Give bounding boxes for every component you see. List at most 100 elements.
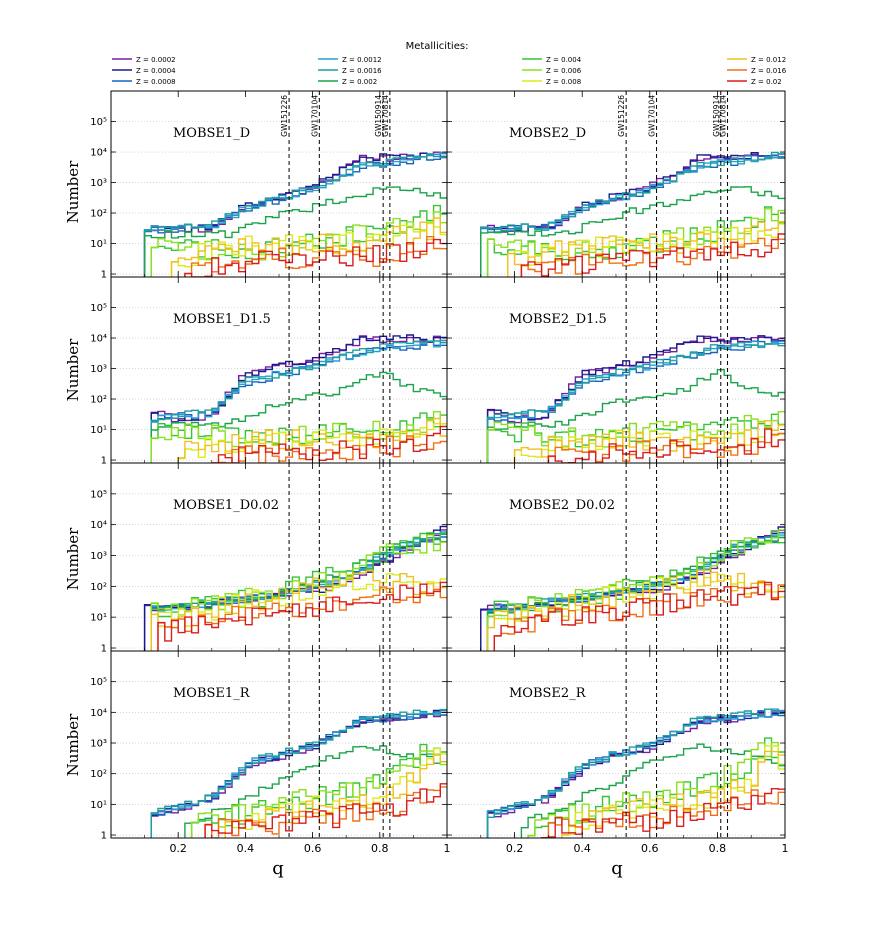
x-axis-label-left: q xyxy=(272,858,284,879)
histogram-z-0.006 xyxy=(150,534,447,651)
histogram-z-0.02 xyxy=(493,581,785,651)
histogram-z-0.012 xyxy=(177,417,447,463)
panel-mobse1_d1-5: 1 10¹ 10² 10³ 10⁴ 10⁵ MOBSE1_D1.5 xyxy=(90,276,448,467)
event-label-gw170814: GW170814 xyxy=(381,95,390,137)
histogram-z-0.0016 xyxy=(486,342,785,463)
y-tick-label: 10³ xyxy=(90,739,107,750)
histogram-z-0.012 xyxy=(170,217,447,277)
event-label-gw170104: GW170104 xyxy=(648,95,657,137)
y-tick-label: 10⁴ xyxy=(90,334,107,345)
x-tick-label: 0.8 xyxy=(371,842,389,855)
y-axis-label-row-1: Number xyxy=(64,160,82,223)
legend-label-9: Z = 0.008 xyxy=(546,78,581,86)
y-tick-label: 10³ xyxy=(90,364,107,375)
histogram-z-0.016 xyxy=(157,586,447,651)
histogram-z-0.008 xyxy=(507,223,785,277)
x-tick-label: 0.4 xyxy=(573,842,591,855)
histogram-z-0.0002 xyxy=(480,153,785,277)
y-tick-label: 10⁴ xyxy=(90,148,107,159)
histogram-z-0.0012 xyxy=(480,152,785,277)
y-tick-label: 10² xyxy=(90,209,107,220)
panel-mobse2_d0-02: MOBSE2_D0.02 xyxy=(446,462,786,652)
legend-title: Metallicities: xyxy=(406,41,469,52)
histogram-z-0.0016 xyxy=(150,708,447,838)
panels: GW151226 GW170104 GW150914GW170814110¹10²1… xyxy=(90,90,789,855)
panel-mobse1_r: 1 10¹ 10² 10³ 10⁴ 10⁵ 0.2 0.4 0.6 0.8 1 MOBSE1_R xyxy=(90,650,451,855)
histogram-z-0.002 xyxy=(150,371,447,463)
legend-label-6: Z = 0.002 xyxy=(342,78,377,86)
histogram-z-0.0012 xyxy=(143,152,447,277)
panel-label: MOBSE1_D xyxy=(173,126,250,141)
legend: Z = 0.0002 Z = 0.0004 Z = 0.0008 Z = 0.0012… xyxy=(112,56,787,86)
histogram-z-0.0008 xyxy=(480,154,785,277)
x-tick-label: 0.4 xyxy=(237,842,255,855)
event-label-gw151226: GW151226 xyxy=(617,95,626,137)
y-tick-label: 10⁵ xyxy=(90,303,107,314)
histogram-z-0.02 xyxy=(184,238,447,277)
panel-mobse1_d0-02: 1 10¹ 10² 10³ 10⁴ 10⁵ MOBSE1_D0.02 xyxy=(90,462,448,655)
y-tick-label: 10³ xyxy=(90,551,107,562)
x-tick-label: 0.6 xyxy=(641,842,659,855)
histogram-z-0.012 xyxy=(561,750,785,838)
event-label-gw150914: GW150914 xyxy=(712,95,721,137)
histogram-z-0.012 xyxy=(513,420,785,463)
histogram-z-0.004 xyxy=(486,530,785,651)
x-axis-label-right: q xyxy=(611,858,623,879)
legend-label-7: Z = 0.004 xyxy=(546,56,582,64)
histogram-z-0.0004 xyxy=(143,152,447,277)
panel-label: MOBSE1_D0.02 xyxy=(173,498,279,513)
histogram-z-0.02 xyxy=(157,581,447,651)
x-tick-label: 0.2 xyxy=(506,842,524,855)
panel-label: MOBSE2_D0.02 xyxy=(509,498,615,513)
y-tick-label: 1 xyxy=(101,270,107,281)
x-tick-label: 1 xyxy=(444,842,451,855)
event-label-gw150914: GW150914 xyxy=(374,95,383,137)
histogram-z-0.0016 xyxy=(143,154,447,277)
y-tick-label: 10⁵ xyxy=(90,489,107,500)
histogram-z-0.002 xyxy=(486,369,785,463)
y-tick-label: 10⁴ xyxy=(90,708,107,719)
legend-label-8: Z = 0.006 xyxy=(546,67,582,75)
histogram-z-0.02 xyxy=(211,425,447,463)
legend-label-12: Z = 0.02 xyxy=(751,78,782,86)
y-tick-label: 10¹ xyxy=(90,239,107,250)
panel-label: MOBSE2_D xyxy=(509,126,586,141)
panel-label: MOBSE2_D1.5 xyxy=(509,312,607,327)
legend-label-1: Z = 0.0002 xyxy=(136,56,176,64)
y-tick-label: 10³ xyxy=(90,178,107,189)
histogram-z-0.0016 xyxy=(480,151,785,277)
legend-label-3: Z = 0.0008 xyxy=(136,78,176,86)
y-axis-label-row-2: Number xyxy=(64,338,82,401)
y-tick-label: 10⁵ xyxy=(90,677,107,688)
histogram-z-0.0004 xyxy=(480,526,785,651)
histogram-z-0.006 xyxy=(486,411,785,463)
event-label-gw170104: GW170104 xyxy=(310,95,319,137)
y-axis-label-row-4: Number xyxy=(64,713,82,776)
histogram-z-0.012 xyxy=(150,569,447,651)
histogram-z-0.0002 xyxy=(143,151,447,277)
histogram-z-0.002 xyxy=(480,186,785,277)
y-tick-label: 10² xyxy=(90,395,107,406)
y-tick-label: 10² xyxy=(90,769,107,780)
event-label-gw151226: GW151226 xyxy=(280,95,289,137)
panel-mobse2_d1-5: MOBSE2_D1.5 xyxy=(446,276,786,464)
x-tick-label: 0.8 xyxy=(709,842,727,855)
histogram-z-0.0016 xyxy=(150,340,447,463)
panel-label: MOBSE1_D1.5 xyxy=(173,312,271,327)
event-label-gw170814: GW170814 xyxy=(719,95,728,137)
legend-label-2: Z = 0.0004 xyxy=(136,67,176,75)
y-axis-label-row-3: Number xyxy=(64,527,82,590)
histogram-z-0.002 xyxy=(486,536,785,651)
histogram-z-0.0016 xyxy=(486,708,785,838)
y-tick-label: 1 xyxy=(101,456,107,467)
x-tick-label: 0.6 xyxy=(304,842,322,855)
histogram-z-0.02 xyxy=(520,233,785,277)
histogram-z-0.02 xyxy=(204,783,447,838)
y-tick-label: 10² xyxy=(90,582,107,593)
histogram-z-0.002 xyxy=(184,745,447,838)
histogram-z-0.012 xyxy=(507,221,785,277)
y-tick-label: 10¹ xyxy=(90,425,107,436)
y-tick-label: 10⁴ xyxy=(90,520,107,531)
